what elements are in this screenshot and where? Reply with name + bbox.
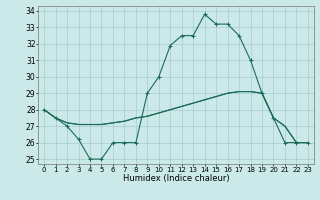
X-axis label: Humidex (Indice chaleur): Humidex (Indice chaleur) (123, 174, 229, 183)
